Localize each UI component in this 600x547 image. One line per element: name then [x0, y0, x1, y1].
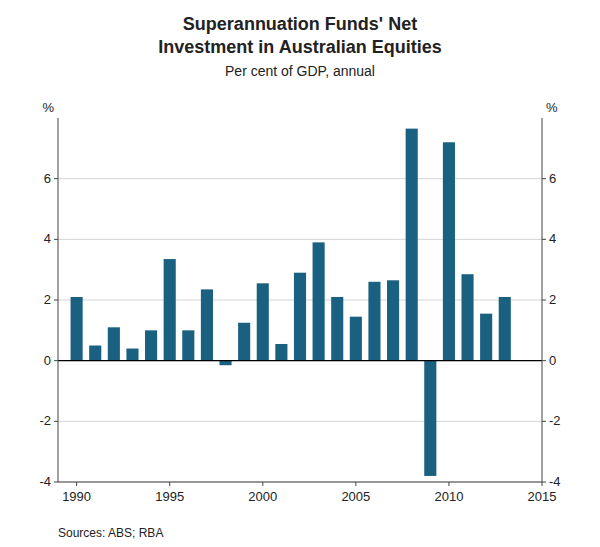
zero-line [58, 360, 542, 361]
subtitle: Per cent of GDP, annual [225, 63, 375, 79]
bar [480, 314, 492, 361]
y2-tick-label: -2 [549, 413, 561, 428]
y-tick [54, 239, 58, 240]
x-tick-label: 2000 [248, 489, 277, 504]
bar [182, 330, 194, 360]
bar [164, 259, 176, 361]
y-tick [54, 482, 58, 483]
bar [387, 280, 399, 360]
y2-tick [542, 482, 546, 483]
title: Investment in Australian Equities [158, 37, 441, 57]
y-tick-label: 0 [44, 353, 51, 368]
grid-line [58, 360, 542, 361]
x-axis-line [58, 482, 542, 483]
x-tick-label: 1995 [155, 489, 184, 504]
grid-line [58, 482, 542, 483]
bar [89, 346, 101, 361]
bar [499, 297, 511, 361]
x-tick [355, 482, 356, 486]
bar [145, 330, 157, 360]
x-tick [262, 482, 263, 486]
y2-tick-label: 4 [549, 231, 556, 246]
y-axis-label: % [42, 100, 54, 115]
bar [443, 142, 455, 360]
bar [257, 283, 269, 360]
bar [406, 129, 418, 361]
y-tick [54, 300, 58, 301]
bar [108, 327, 120, 360]
x-tick-label: 2010 [434, 489, 463, 504]
bar [424, 361, 436, 476]
y2-tick-label: -4 [549, 474, 561, 489]
x-tick [169, 482, 170, 486]
x-tick [542, 482, 543, 486]
y2-tick [542, 421, 546, 422]
y2-tick-label: 2 [549, 292, 556, 307]
title: Superannuation Funds' Net [183, 14, 417, 34]
bar [275, 344, 287, 361]
axes: -4 -2 0 2 4 6 -4 -2 0 2 4 6 1990 1995 2000 2005 2010 2015 [39, 118, 560, 504]
y-tick-label: -2 [39, 413, 51, 428]
y2-axis-label: % [546, 100, 558, 115]
bar [331, 297, 343, 361]
source: Sources: ABS; RBA [58, 526, 163, 540]
grid-line [58, 421, 542, 422]
bar [238, 323, 250, 361]
bar [294, 273, 306, 361]
grid [58, 179, 542, 482]
grid-line [58, 178, 542, 179]
bar [350, 317, 362, 361]
y-tick-label: -4 [39, 474, 51, 489]
bar [461, 274, 473, 360]
x-tick-label: 2015 [528, 489, 557, 504]
bar [219, 361, 231, 366]
y2-tick-label: 0 [549, 353, 556, 368]
y-tick [54, 178, 58, 179]
x-tick [448, 482, 449, 486]
y2-tick [542, 178, 546, 179]
y-tick [54, 360, 58, 361]
x-tick-label: 1990 [62, 489, 91, 504]
y-tick-label: 4 [44, 231, 51, 246]
y-tick-label: 2 [44, 292, 51, 307]
y2-tick [542, 239, 546, 240]
y2-tick [542, 360, 546, 361]
y-tick [54, 421, 58, 422]
bar [71, 297, 83, 361]
bar [368, 282, 380, 361]
x-tick-label: 2005 [341, 489, 370, 504]
x-tick [76, 482, 77, 486]
bars [71, 129, 511, 476]
bar [313, 242, 325, 360]
grid-line [58, 239, 542, 240]
bar [126, 349, 138, 361]
chart: Superannuation Funds' Net Investment in A… [0, 0, 600, 547]
y2-tick-label: 6 [549, 171, 556, 186]
y2-tick [542, 300, 546, 301]
y-tick-label: 6 [44, 171, 51, 186]
bar [201, 289, 213, 360]
